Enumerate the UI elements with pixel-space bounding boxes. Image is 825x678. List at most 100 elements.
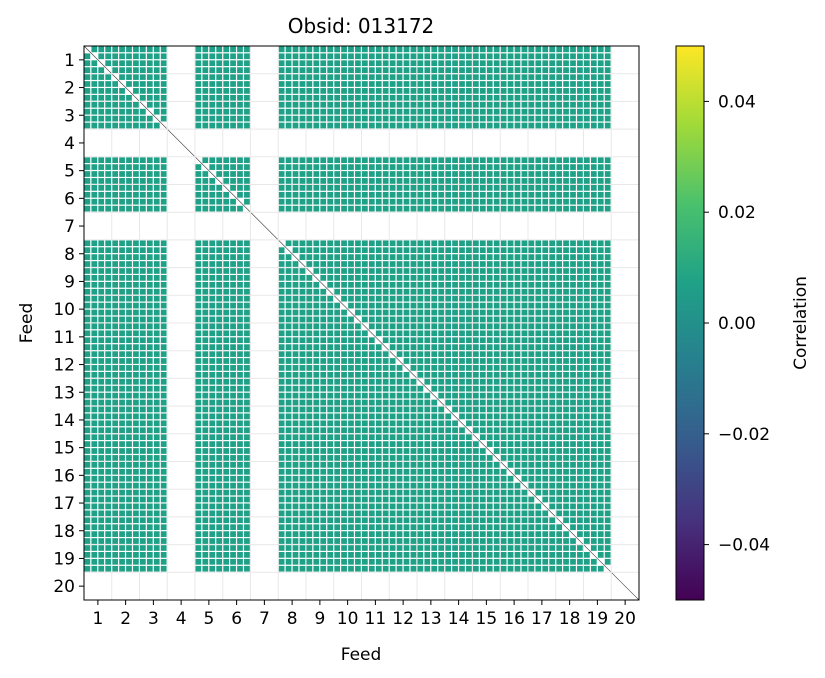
heatmap-cell — [396, 185, 403, 191]
heatmap-cell — [542, 448, 549, 454]
heatmap-cell — [112, 178, 118, 184]
heatmap-cell — [278, 53, 285, 60]
heatmap-cell — [126, 475, 132, 482]
heatmap-cell — [209, 371, 216, 378]
heatmap-cell — [521, 261, 528, 267]
heatmap-cell — [466, 392, 472, 399]
heatmap-cell — [514, 178, 521, 184]
heatmap-cell — [528, 378, 535, 385]
heatmap-cell — [563, 392, 569, 399]
heatmap-cell — [105, 53, 112, 60]
heatmap-cell — [389, 399, 396, 406]
heatmap-cell — [320, 524, 327, 531]
heatmap-cell — [597, 392, 604, 399]
heatmap-cell — [493, 88, 500, 94]
heatmap-cell — [382, 268, 389, 274]
heatmap-cell — [486, 496, 493, 503]
heatmap-cell — [362, 275, 368, 281]
heatmap-cell — [528, 351, 535, 357]
heatmap-cell — [306, 185, 313, 191]
heatmap-cell — [584, 558, 590, 565]
heatmap-cell — [535, 178, 542, 184]
heatmap-cell — [140, 46, 146, 53]
heatmap-cell — [438, 81, 445, 87]
heatmap-cell — [230, 406, 236, 413]
heatmap-cell — [348, 565, 354, 572]
heatmap-cell — [452, 448, 458, 454]
heatmap-cell — [570, 74, 576, 80]
heatmap-cell — [507, 441, 514, 447]
heatmap-cell — [438, 330, 445, 337]
heatmap-cell — [549, 378, 556, 385]
heatmap-cell — [500, 330, 507, 337]
heatmap-cell — [278, 275, 285, 281]
heatmap-cell — [528, 510, 535, 517]
heatmap-cell — [563, 316, 569, 323]
heatmap-cell — [431, 455, 438, 461]
heatmap-cell — [348, 171, 354, 177]
heatmap-cell — [396, 157, 403, 164]
heatmap-cell — [112, 371, 118, 378]
heatmap-cell — [577, 247, 583, 254]
heatmap-cell — [375, 351, 382, 357]
heatmap-cell — [299, 545, 306, 551]
heatmap-cell — [473, 122, 479, 129]
heatmap-cell — [382, 489, 389, 496]
heatmap-cell — [556, 94, 562, 101]
heatmap-cell — [320, 60, 327, 67]
heatmap-cell — [362, 392, 368, 399]
heatmap-cell — [299, 268, 306, 274]
heatmap-cell — [299, 74, 306, 80]
heatmap-cell — [334, 268, 340, 274]
heatmap-cell — [202, 108, 209, 115]
heatmap-cell — [105, 302, 112, 309]
heatmap-cell — [209, 406, 216, 413]
heatmap-cell — [355, 344, 361, 350]
heatmap-cell — [563, 191, 569, 198]
heatmap-cell — [237, 558, 243, 565]
heatmap-cell — [431, 413, 438, 420]
heatmap-cell — [112, 275, 118, 281]
heatmap-cell — [133, 309, 139, 316]
heatmap-cell — [348, 275, 354, 281]
heatmap-cell — [368, 101, 375, 108]
heatmap-cell — [348, 74, 354, 80]
heatmap-cell — [479, 510, 486, 517]
heatmap-cell — [528, 323, 535, 330]
x-tick-label: 13 — [420, 609, 442, 629]
heatmap-cell — [459, 323, 465, 330]
heatmap-cell — [355, 496, 361, 503]
heatmap-cell — [348, 365, 354, 371]
heatmap-cell — [445, 503, 451, 510]
heatmap-cell — [98, 191, 105, 198]
heatmap-cell — [604, 309, 611, 316]
heatmap-cell — [195, 468, 202, 475]
heatmap-cell — [466, 60, 472, 67]
heatmap-cell — [355, 94, 361, 101]
heatmap-cell — [604, 344, 611, 350]
heatmap-cell — [299, 94, 306, 101]
heatmap-cell — [292, 392, 299, 399]
heatmap-cell — [556, 67, 562, 73]
heatmap-cell — [320, 268, 327, 274]
heatmap-cell — [306, 365, 313, 371]
heatmap-cell — [542, 385, 549, 392]
heatmap-cell — [521, 171, 528, 177]
heatmap-cell — [292, 496, 299, 503]
heatmap-cell — [285, 164, 292, 170]
heatmap-cell — [479, 81, 486, 87]
heatmap-cell — [327, 164, 334, 170]
heatmap-cell — [202, 517, 209, 524]
heatmap-cell — [452, 275, 458, 281]
heatmap-cell — [584, 399, 590, 406]
heatmap-cell — [237, 448, 243, 454]
heatmap-cell — [417, 545, 424, 551]
heatmap-cell — [278, 538, 285, 544]
heatmap-cell — [327, 309, 334, 316]
heatmap-cell — [514, 88, 521, 94]
heatmap-cell — [590, 88, 597, 94]
heatmap-cell — [126, 344, 132, 350]
heatmap-cell — [493, 171, 500, 177]
heatmap-cell — [299, 88, 306, 94]
heatmap-cell — [327, 510, 334, 517]
